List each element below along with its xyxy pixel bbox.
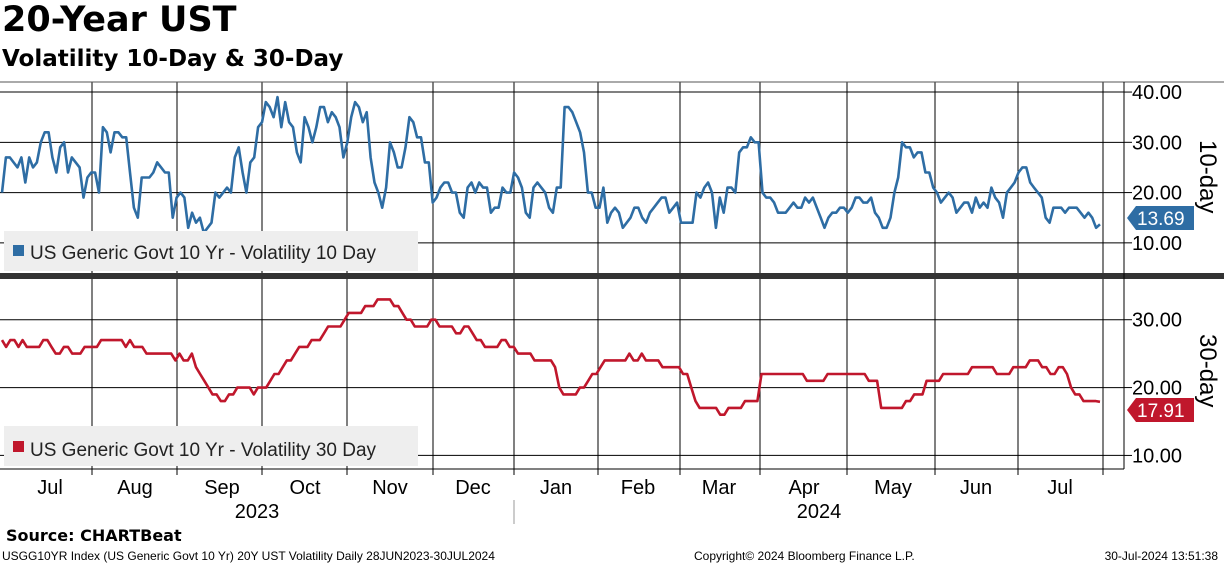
- legend-swatch-10d: [13, 245, 24, 256]
- x-month-label-2: Sep: [204, 477, 240, 499]
- x-month-label-0: Jul: [37, 477, 63, 499]
- chart-title: 20-Year UST: [2, 0, 237, 40]
- series-line-10d: [0, 95, 1101, 235]
- legend-box-10d: [4, 231, 418, 271]
- x-month-label-12: Jul: [1047, 477, 1073, 499]
- chart-subtitle: Volatility 10-Day & 30-Day: [2, 46, 344, 72]
- y-tick-label-10d-0: 10.00: [1132, 233, 1182, 255]
- x-month-label-3: Oct: [289, 477, 321, 499]
- source-note: Source: CHARTBeat: [6, 526, 182, 545]
- side-label-10d: 10-day: [1194, 140, 1221, 213]
- last-value-10d: 13.69: [1137, 209, 1185, 230]
- x-month-label-10: May: [874, 477, 912, 499]
- y-tick-label-10d-3: 40.00: [1132, 82, 1182, 104]
- x-axis: Jul Aug Sep Oct Nov Dec Jan Feb Mar Apr May Jun Jul 2…: [37, 469, 1104, 524]
- y-tick-label-30d-1: 20.00: [1132, 378, 1182, 400]
- top-panel-series: [0, 95, 1101, 235]
- last-value-30d: 17.91: [1137, 401, 1185, 422]
- y-tick-label-30d-0: 10.00: [1132, 445, 1182, 467]
- x-year-label-1: 2024: [797, 501, 842, 523]
- side-label-30d: 30-day: [1194, 334, 1221, 407]
- footer-copyright: Copyright© 2024 Bloomberg Finance L.P.: [694, 549, 915, 563]
- legend-box-30d: [4, 426, 418, 466]
- x-month-label-4: Nov: [372, 477, 408, 499]
- legend-label-10d: US Generic Govt 10 Yr - Volatility 10 Da…: [30, 243, 377, 264]
- bottom-panel-series: [0, 298, 1101, 417]
- x-month-label-5: Dec: [455, 477, 491, 499]
- x-month-label-6: Jan: [540, 477, 572, 499]
- last-value-badge-30d: 17.91: [1127, 398, 1194, 422]
- top-panel-grid: 10.00 20.00 30.00 40.00: [0, 82, 1182, 273]
- x-month-label-1: Aug: [117, 477, 153, 499]
- legend-swatch-30d: [13, 441, 24, 452]
- series-line-30d: [0, 298, 1101, 417]
- x-month-label-9: Apr: [788, 477, 819, 499]
- y-tick-label-30d-2: 30.00: [1132, 310, 1182, 332]
- footer-timestamp: 30-Jul-2024 13:51:38: [1104, 549, 1218, 563]
- x-month-label-8: Mar: [702, 477, 737, 499]
- legend-label-30d: US Generic Govt 10 Yr - Volatility 30 Da…: [30, 440, 377, 461]
- y-tick-label-10d-2: 30.00: [1132, 132, 1182, 154]
- y-tick-label-10d-1: 20.00: [1132, 183, 1182, 205]
- x-year-label-0: 2023: [235, 501, 280, 523]
- x-month-label-7: Feb: [621, 477, 655, 499]
- last-value-badge-10d: 13.69: [1127, 206, 1194, 230]
- footer-description: USGG10YR Index (US Generic Govt 10 Yr) 2…: [2, 549, 495, 563]
- panel-divider[interactable]: [0, 273, 1224, 279]
- x-month-label-11: Jun: [960, 477, 992, 499]
